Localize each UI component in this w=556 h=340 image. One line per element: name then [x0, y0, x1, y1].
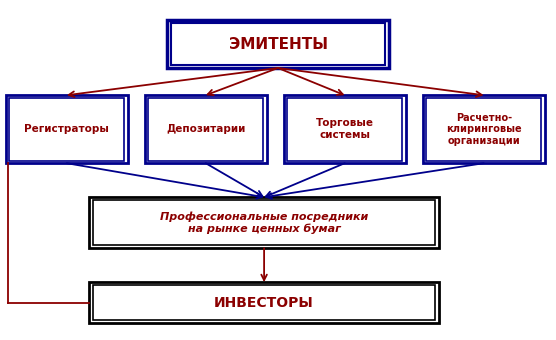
Bar: [93, 285, 435, 320]
Text: ИНВЕСТОРЫ: ИНВЕСТОРЫ: [214, 295, 314, 310]
Bar: [171, 23, 385, 65]
Bar: [423, 95, 545, 163]
Text: Депозитарии: Депозитарии: [166, 124, 245, 134]
Text: Торговые
системы: Торговые системы: [316, 118, 374, 140]
Text: ЭМИТЕНТЫ: ЭМИТЕНТЫ: [229, 37, 327, 52]
Bar: [284, 95, 406, 163]
Bar: [9, 98, 124, 161]
Bar: [148, 98, 263, 161]
Text: Регистраторы: Регистраторы: [24, 124, 109, 134]
Text: Профессиональные посредники
на рынке ценных бумаг: Профессиональные посредники на рынке цен…: [160, 211, 368, 234]
Bar: [6, 95, 128, 163]
Bar: [89, 282, 439, 323]
Bar: [93, 200, 435, 245]
Bar: [426, 98, 541, 161]
Bar: [89, 197, 439, 248]
Bar: [287, 98, 402, 161]
Text: Расчетно-
клиринговые
организации: Расчетно- клиринговые организации: [446, 113, 522, 146]
Bar: [145, 95, 267, 163]
Bar: [167, 20, 389, 68]
